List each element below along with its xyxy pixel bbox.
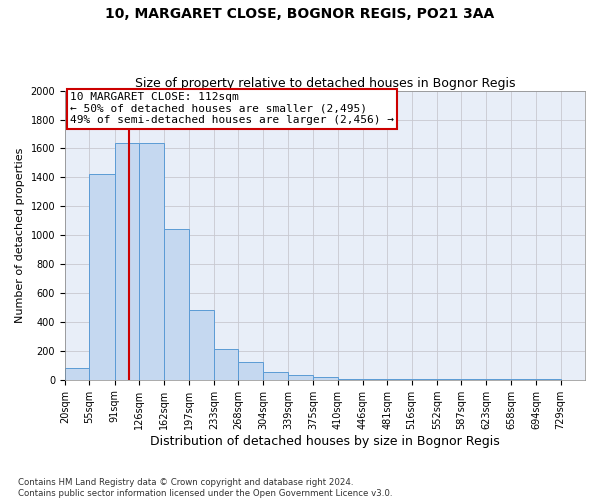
- Bar: [188, 310, 214, 380]
- Bar: [338, 379, 363, 380]
- Bar: [65, 368, 89, 380]
- Text: Contains HM Land Registry data © Crown copyright and database right 2024.
Contai: Contains HM Land Registry data © Crown c…: [18, 478, 392, 498]
- Bar: [363, 379, 387, 380]
- Bar: [288, 376, 313, 380]
- Text: 10 MARGARET CLOSE: 112sqm
← 50% of detached houses are smaller (2,495)
49% of se: 10 MARGARET CLOSE: 112sqm ← 50% of detac…: [70, 92, 394, 126]
- Bar: [387, 379, 412, 380]
- Bar: [164, 230, 188, 380]
- Bar: [139, 142, 164, 380]
- Bar: [115, 142, 139, 380]
- Bar: [214, 350, 238, 380]
- Bar: [263, 372, 288, 380]
- Bar: [89, 174, 115, 380]
- Text: 10, MARGARET CLOSE, BOGNOR REGIS, PO21 3AA: 10, MARGARET CLOSE, BOGNOR REGIS, PO21 3…: [106, 8, 494, 22]
- Bar: [238, 362, 263, 380]
- Title: Size of property relative to detached houses in Bognor Regis: Size of property relative to detached ho…: [135, 76, 515, 90]
- Bar: [313, 377, 338, 380]
- X-axis label: Distribution of detached houses by size in Bognor Regis: Distribution of detached houses by size …: [150, 434, 500, 448]
- Y-axis label: Number of detached properties: Number of detached properties: [15, 148, 25, 323]
